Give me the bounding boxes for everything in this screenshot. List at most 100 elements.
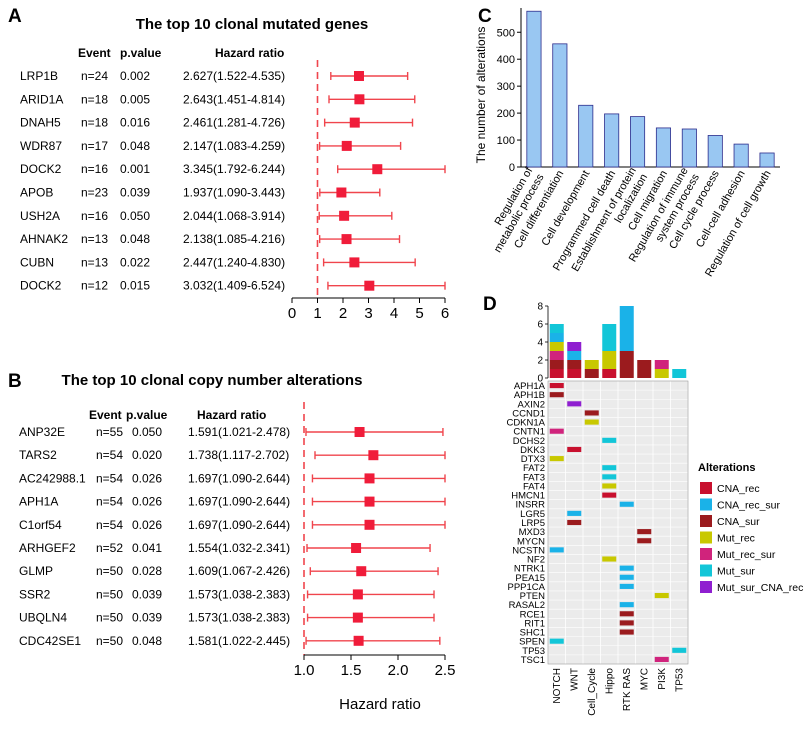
d-cell — [567, 401, 582, 407]
hr-label: 1.697(1.090-2.644) — [188, 518, 290, 532]
d-cell — [602, 556, 617, 562]
c-bar — [552, 43, 568, 168]
d-cell — [549, 428, 564, 434]
d-gene-label: CNTN1 — [513, 427, 545, 438]
d-pathway-label: Hippo — [604, 668, 615, 695]
d-gene-label: RIT1 — [524, 618, 545, 629]
hr-point — [349, 117, 360, 128]
d-top-bar-segment — [602, 324, 617, 351]
pvalue-label: 0.041 — [132, 541, 162, 555]
gene-label: CDC42SE1 — [19, 634, 81, 648]
d-gene-label: FAT4 — [523, 481, 545, 492]
d-legend-label: Mut_rec — [717, 533, 755, 545]
event-label: n=23 — [81, 186, 108, 200]
x-tick-label: 1.0 — [294, 662, 315, 679]
d-legend-swatch — [700, 531, 712, 544]
d-top-bar-segment — [584, 369, 599, 378]
c-bar — [655, 127, 671, 168]
d-legend-label: Mut_sur — [717, 566, 755, 578]
hr-label: 1.697(1.090-2.644) — [188, 471, 290, 485]
d-gene-label: CCND1 — [512, 408, 545, 419]
d-cell — [602, 492, 617, 498]
d-legend-label: Mut_sur_CNA_rec — [717, 582, 803, 594]
hr-point — [364, 280, 375, 291]
c-bar — [681, 128, 697, 168]
d-cell — [549, 456, 564, 462]
pvalue-label: 0.039 — [132, 611, 162, 625]
gene-label: WDR87 — [20, 139, 62, 153]
d-top-bar-segment — [549, 324, 564, 333]
d-cell — [584, 410, 599, 416]
event-label: n=54 — [96, 471, 123, 485]
d-pathway-label: NOTCH — [552, 668, 563, 704]
pvalue-label: 0.026 — [132, 518, 162, 532]
d-top-bar-segment — [619, 306, 634, 351]
event-label: n=18 — [81, 116, 108, 130]
pvalue-label: 0.050 — [132, 425, 162, 439]
d-legend-swatch — [700, 548, 712, 560]
d-top-bar-segment — [549, 333, 564, 342]
d-gene-label: RCE1 — [520, 609, 545, 620]
panel-a-header-event: Event — [78, 46, 111, 60]
panel-c-bar-chart: The number of alterations 0 100 200 300 400 5… — [474, 8, 780, 279]
d-top-bar-segment — [549, 342, 564, 351]
pvalue-label: 0.028 — [132, 564, 162, 578]
d-cell — [672, 647, 687, 653]
d-gene-label: TP53 — [522, 646, 545, 657]
pvalue-label: 0.020 — [132, 448, 162, 462]
d-legend-label: CNA_rec_sur — [717, 500, 781, 512]
hr-label: 2.461(1.281-4.726) — [183, 116, 285, 130]
d-top-bar-segment — [602, 369, 617, 378]
d-cell — [549, 392, 564, 398]
d-legend-swatch — [700, 581, 712, 593]
d-gene-label: LGR5 — [520, 509, 545, 520]
hr-label: 1.697(1.090-2.644) — [188, 495, 290, 509]
d-top-y-tick-label: 8 — [537, 302, 543, 313]
pvalue-label: 0.039 — [120, 186, 150, 200]
d-gene-label: DCHS2 — [513, 436, 545, 447]
gene-label: C1orf54 — [19, 518, 62, 532]
d-top-bar-segment — [654, 360, 669, 369]
d-cell — [567, 510, 582, 516]
panel-b-header-hr: Hazard ratio — [197, 408, 266, 422]
c-y-tick-label: 400 — [497, 54, 515, 66]
gene-label: AC242988.1 — [19, 471, 86, 485]
panel-letter-a: A — [8, 6, 22, 27]
gene-label: GLMP — [19, 564, 53, 578]
gene-label: APH1A — [19, 495, 58, 509]
hr-label: 2.138(1.085-4.216) — [183, 232, 285, 246]
d-gene-label: DTX3 — [521, 454, 545, 465]
d-top-bar-segment — [637, 360, 652, 378]
d-gene-label: SHC1 — [520, 628, 545, 639]
gene-label: DOCK2 — [20, 279, 62, 293]
x-tick-label: 2.5 — [435, 662, 456, 679]
panel-b-forest-plot: The top 10 clonal copy number alteration… — [19, 372, 455, 713]
hr-label: 1.581(1.022-2.445) — [188, 634, 290, 648]
hr-point — [353, 635, 364, 646]
panel-a-forest-plot: The top 10 clonal mutated genes Event p.… — [20, 16, 449, 322]
d-cell — [549, 383, 564, 389]
d-legend-label: CNA_sur — [717, 516, 760, 528]
d-top-bar-segment — [654, 369, 669, 378]
event-label: n=52 — [96, 541, 123, 555]
hr-point — [341, 234, 352, 245]
d-gene-label: PPP1CA — [508, 582, 546, 593]
pvalue-label: 0.022 — [120, 255, 150, 269]
d-gene-label: FAT3 — [523, 472, 545, 483]
d-top-y-tick-label: 0 — [537, 374, 543, 385]
panel-letter-d: D — [483, 294, 497, 315]
d-top-bar-segment — [672, 369, 687, 378]
pvalue-label: 0.048 — [120, 232, 150, 246]
c-bar — [604, 113, 620, 168]
panel-a-header-hr: Hazard ratio — [215, 46, 284, 60]
event-label: n=17 — [81, 139, 108, 153]
d-gene-label: NF2 — [527, 555, 545, 566]
d-legend-label: CNA_rec — [717, 483, 760, 495]
hr-point — [354, 94, 365, 105]
d-top-bar-segment — [619, 351, 634, 378]
pvalue-label: 0.016 — [120, 116, 150, 130]
panel-c-ylabel: The number of alterations — [474, 27, 488, 164]
d-top-bar-segment — [567, 342, 582, 351]
event-label: n=16 — [81, 162, 108, 176]
d-top-bar-segment — [567, 360, 582, 369]
